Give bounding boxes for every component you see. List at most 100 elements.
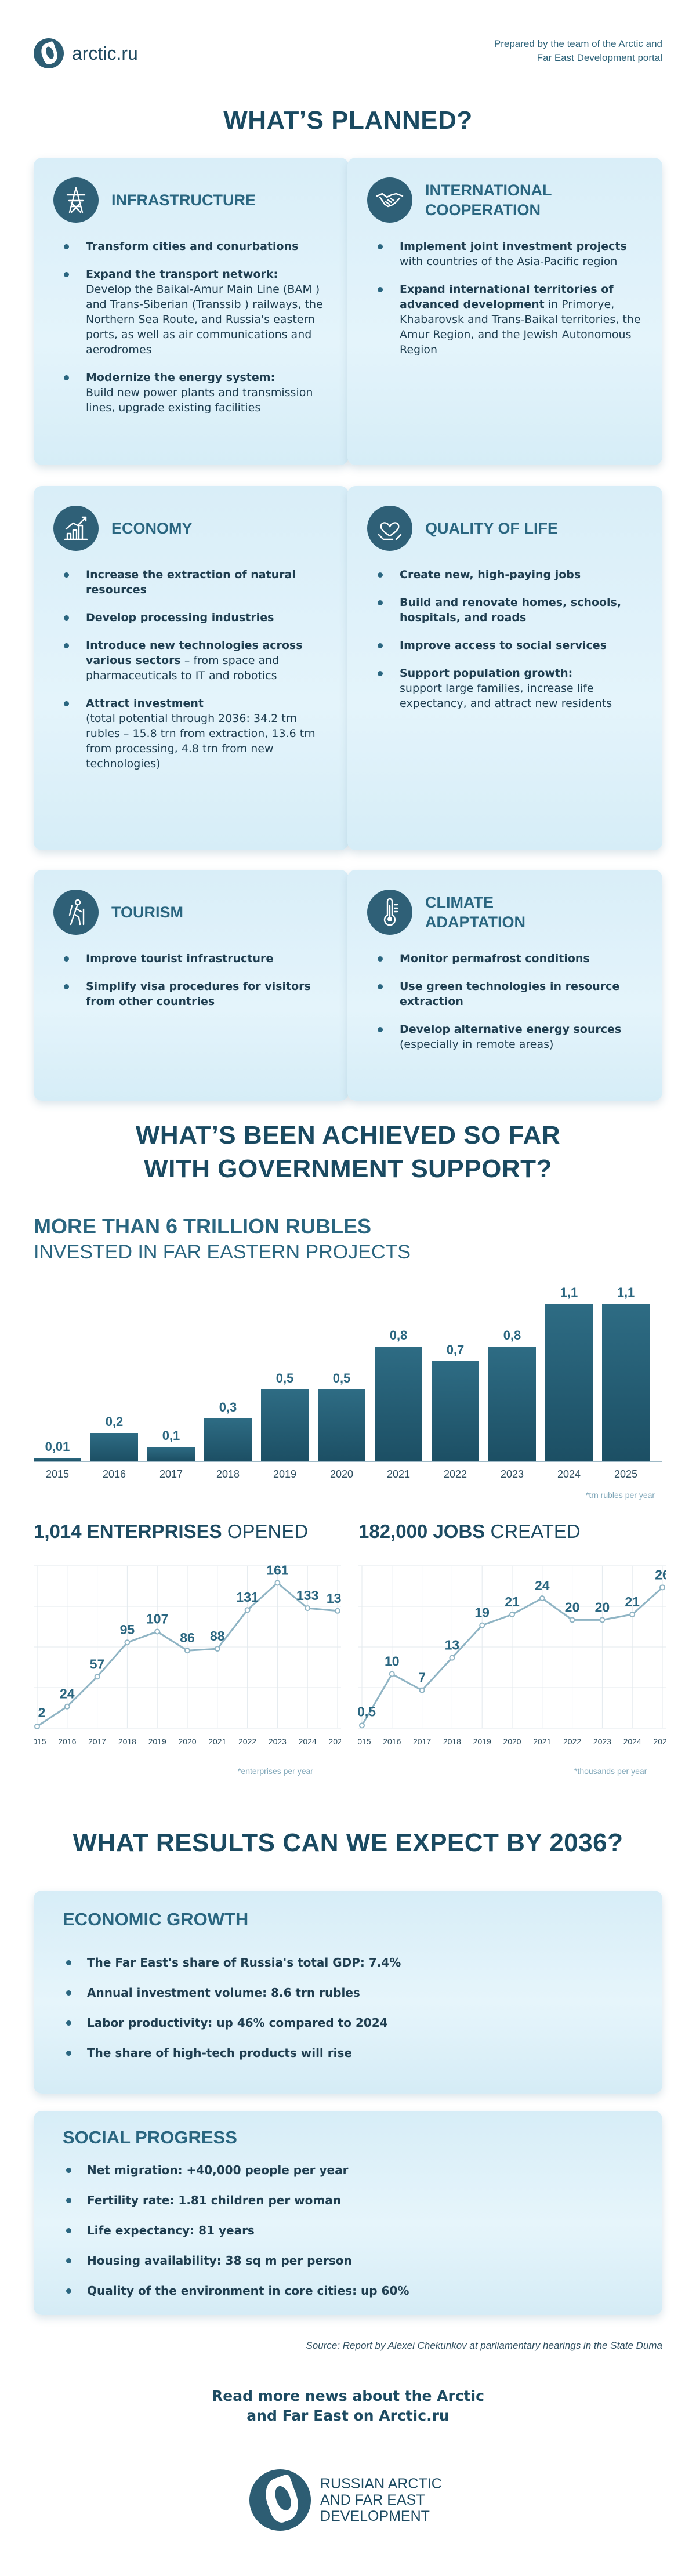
enterprises-point-2016 [64,1703,70,1710]
jobs-point-label: 20 [595,1599,610,1614]
card-bullet-item: Expand the transport network: Develop the… [63,267,331,357]
investment-chart-title: MORE THAN 6 TRILLION RUBLES [34,1214,371,1238]
read-more-line2: and Far East on Arctic.ru [246,2407,449,2424]
bar-value-label: 0,7 [446,1342,465,1357]
enterprises-point-label: 130 [327,1591,341,1606]
social-progress-item: Life expectancy: 81 years [65,2222,409,2238]
jobs-point-2019 [479,1622,485,1628]
read-more-link[interactable]: Read more news about the Arctic and Far … [0,2386,696,2426]
bar-value-label: 0,01 [45,1439,70,1454]
bar-value-label: 0,1 [162,1428,180,1443]
card-title: TOURISM [111,904,184,921]
bullet-bold-text: Expand the transport network: [86,268,278,281]
enterprises-year-label: 2015 [34,1737,46,1746]
results-title: WHAT RESULTS CAN WE EXPECT BY 2036? [72,1828,624,1857]
achieved-title-line1: WHAT’S BEEN ACHIEVED SO FAR [135,1121,561,1149]
bar-2015 [34,1458,81,1461]
jobs-title-rest: CREATED [490,1521,581,1542]
bar-category-label: 2017 [159,1468,183,1480]
enterprises-point-2020 [184,1648,190,1654]
bar-value-label: 1,1 [617,1285,635,1300]
bullet-bold-text: Attract investment [86,697,204,710]
footer-logo[interactable]: RUSSIAN ARCTIC AND FAR EAST DEVELOPMENT [249,2469,459,2531]
enterprises-title-bold: 1,014 ENTERPRISES [34,1521,222,1542]
jobs-year-label: 2017 [413,1737,431,1746]
social-progress-card: SOCIAL PROGRESS Net migration: +40,000 p… [34,2111,662,2315]
jobs-point-label: 10 [385,1654,400,1669]
jobs-year-label: 2021 [533,1737,551,1746]
jobs-point-2025 [659,1584,665,1591]
card-bullet-item: Simplify visa procedures for visitors fr… [63,979,331,1009]
bullet-text: (total potential through 2036: 34.2 trn … [86,712,316,770]
bullet-bold-text: Increase the extraction of natural resou… [86,568,296,596]
enterprises-point-2023 [274,1580,281,1586]
bar-category-label: 2016 [102,1468,126,1480]
card-title: INTERNATIONAL COOPERATION [425,182,552,219]
card-title: INFRASTRUCTURE [111,191,256,209]
jobs-year-label: 2015 [358,1737,371,1746]
card-bullet-list: Create new, high-paying jobs Build and re… [376,567,645,724]
site-logo[interactable]: arctic.ru [34,38,138,68]
card-header: CLIMATE ADAPTATION [367,890,576,935]
jobs-point-label: 24 [535,1578,550,1593]
bar-value-label: 0,5 [276,1371,294,1386]
bar-value-label: 0,5 [332,1371,351,1386]
economic-growth-card: ECONOMIC GROWTH The Far East's share of … [34,1891,662,2094]
jobs-point-2021 [539,1595,545,1601]
jobs-title-bold: 182,000 JOBS [358,1521,485,1542]
card-header: QUALITY OF LIFE [367,506,564,551]
planned-card-quality-of-life: QUALITY OF LIFE Create new, high-paying j… [347,486,662,850]
footer-logo-mark-icon [249,2469,311,2531]
bullet-text: with countries of the Asia-Pacific regio… [400,255,618,268]
jobs-point-label: 26 [655,1567,666,1582]
read-more-line1: Read more news about the Arctic [212,2388,484,2404]
card-bullet-item: Attract investment (total potential throu… [63,696,331,771]
enterprises-year-label: 2017 [88,1737,106,1746]
enterprises-year-label: 2016 [58,1737,76,1746]
bar-2021 [375,1347,422,1461]
bar-2016 [90,1432,138,1461]
jobs-point-label: 19 [474,1605,490,1620]
enterprises-year-label: 2024 [299,1737,317,1746]
enterprises-year-label: 2023 [269,1737,287,1746]
card-header: TOURISM [53,890,227,935]
jobs-point-2020 [509,1612,515,1617]
card-bullet-list: Increase the extraction of natural resou… [63,567,331,784]
jobs-point-label: 21 [505,1594,520,1609]
achieved-title-line2: WITH GOVERNMENT SUPPORT? [144,1155,552,1183]
card-bullet-item: Increase the extraction of natural resou… [63,567,331,597]
bullet-text: – from space and pharmaceuticals to IT a… [86,654,280,682]
jobs-point-2017 [419,1687,425,1693]
enterprises-point-label: 161 [266,1563,289,1578]
jobs-point-label: 20 [565,1599,580,1614]
bullet-bold-text: Develop alternative energy sources [400,1023,622,1036]
bullet-bold-text: Transform cities and conurbations [86,240,299,253]
bullet-bold-text: Modernize the energy system: [86,371,276,384]
bar-category-label: 2018 [216,1468,240,1480]
card-title: QUALITY OF LIFE [425,520,558,537]
card-bullet-item: Build and renovate homes, schools, hospi… [376,595,645,625]
jobs-year-label: 2016 [383,1737,401,1746]
enterprises-point-label: 133 [296,1588,318,1603]
card-bullet-item: Expand international territories of adva… [376,282,645,357]
enterprises-point-label: 88 [210,1628,225,1643]
bar-2020 [318,1389,365,1461]
jobs-year-label: 2025 [653,1737,666,1746]
bar-2024 [545,1304,593,1461]
bar-category-label: 2022 [443,1468,467,1480]
card-bullet-list: Transform cities and conurbations Expand … [63,239,331,428]
page-header: arctic.ru Prepared by the team of the Ar… [0,0,696,81]
enterprises-point-2018 [124,1639,130,1646]
bullet-bold-text: Use green technologies in resource extra… [400,980,620,1008]
enterprises-year-label: 2020 [178,1737,196,1746]
card-header: INTERNATIONAL COOPERATION [367,177,564,223]
planned-card-infrastructure: INFRASTRUCTURE Transform cities and conur… [34,158,349,465]
enterprises-point-label: 95 [120,1622,135,1637]
bar-category-label: 2021 [386,1468,411,1480]
source-note: Source: Report by Alexei Chekunkov at pa… [306,2340,662,2351]
bar-2017 [147,1447,195,1461]
enterprises-point-2025 [335,1608,340,1614]
jobs-year-label: 2018 [443,1737,461,1746]
jobs-point-label: 21 [625,1594,640,1609]
jobs-year-label: 2023 [593,1737,611,1746]
